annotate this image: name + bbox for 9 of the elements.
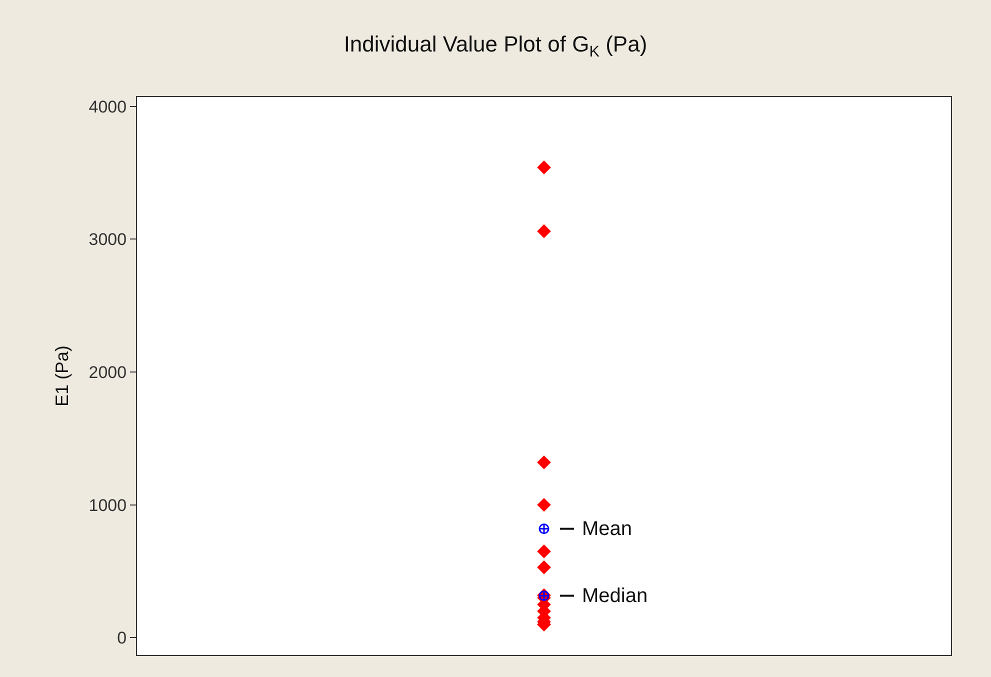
y-tick-label: 4000 — [88, 97, 127, 116]
y-axis-title: E1 (Pa) — [52, 345, 72, 407]
y-tick-label: 1000 — [88, 496, 127, 515]
y-tick-label: 2000 — [88, 362, 127, 382]
chart-title: Individual Value Plot of G$_{K}$ (Pa) — [344, 32, 648, 60]
y-tick-label: 3000 — [88, 230, 127, 250]
series-label: Median — [582, 585, 648, 607]
y-tick-label: 0 — [117, 628, 127, 648]
series-label: Mean — [582, 518, 632, 540]
